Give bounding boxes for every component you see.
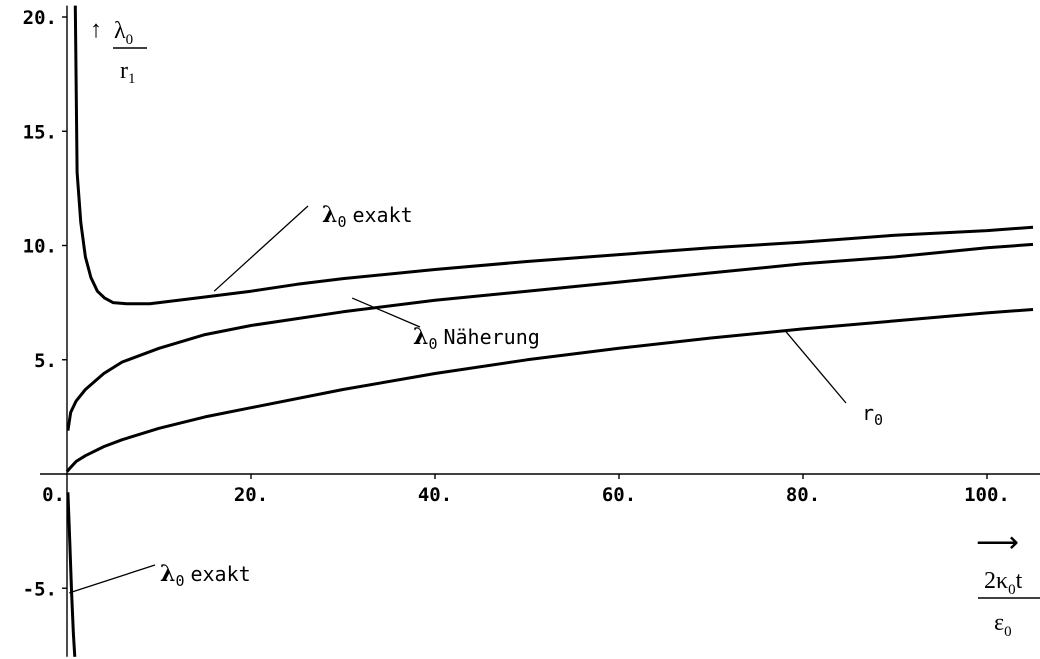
annotation-r0-leader [784,329,847,404]
y-axis-label-numerator: λ0 [114,18,133,48]
x-tick-label: 0. [42,484,65,506]
y-tick-label: 5. [34,350,57,372]
annotations: λ0 exakt λ0 Näherung r0 λ0 exakt [69,202,883,594]
axes [40,5,1040,657]
annotation-lambda0-exakt-upper-label: λ0 exakt [322,202,413,231]
x-axis-label: ⟶ 2κ0t ε0 [976,526,1040,640]
curve-r0 [65,308,1034,473]
x-tick-label: 80. [786,484,820,506]
y-axis-label-denominator: r1 [120,58,136,87]
x-tick-label: 100. [964,484,1010,506]
x-axis-ticks: 0. 20. 40. 60. 80. 100. [42,474,1010,506]
annotation-lambda0-exakt-lower-leader [69,564,156,594]
y-tick-label: 15. [23,121,57,143]
y-tick-label: 10. [23,236,57,258]
curve-lambda0-naeherung [66,242,1034,431]
curve-lambda0-exakt-upper [73,5,1034,306]
x-tick-label: 40. [418,484,452,506]
curves [65,5,1034,657]
curve-lambda0-exakt-lower [66,492,77,657]
annotation-lambda0-naeherung-label: λ0 Näherung [413,324,540,353]
y-tick-label: -5. [23,578,57,600]
y-axis-label: ↑ λ0 r1 [90,17,147,87]
x-axis-label-arrow: ⟶ [976,526,1019,559]
annotation-lambda0-naeherung-leader [351,297,421,328]
annotation-lambda0-exakt-upper-leader [213,205,309,292]
annotation-lambda0-exakt-lower-label: λ0 exakt [160,561,251,590]
x-tick-label: 20. [234,484,268,506]
x-axis-label-denominator: ε0 [994,610,1012,640]
annotation-r0-label: r0 [862,401,883,429]
x-axis-label-numerator: 2κ0t [984,568,1023,598]
y-tick-label: 20. [23,7,57,29]
y-axis-label-arrow: ↑ [90,17,102,43]
x-tick-label: 60. [602,484,636,506]
y-axis-ticks: -5. 5. 10. 15. 20. [23,7,67,600]
